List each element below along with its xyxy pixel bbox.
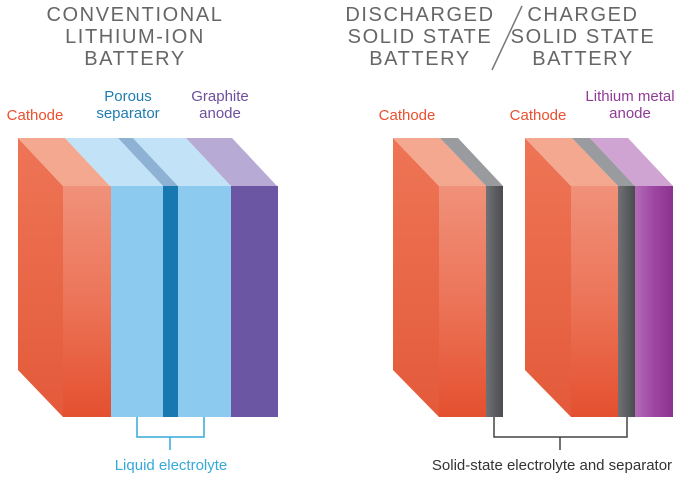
lithium-metal-top-face — [590, 138, 673, 186]
electrolyte-top-face — [65, 138, 163, 186]
liquid-electrolyte-layer — [111, 186, 163, 417]
discharged-cathode-top-face — [393, 138, 486, 186]
charged-cathode-top-face — [525, 138, 618, 186]
label-liquid-electrolyte: Liquid electrolyte — [114, 457, 228, 474]
cathode-top-face — [18, 138, 110, 186]
conventional-battery-block — [18, 138, 278, 417]
discharged-solid-electrolyte-layer — [486, 186, 503, 417]
label-solid-state-electrolyte: Solid-state electrolyte and separator — [431, 457, 673, 474]
label-lithium-metal-anode: Lithium metal anode — [585, 88, 675, 122]
heading-charged: CHARGED SOLID STATE BATTERY — [510, 4, 656, 70]
charged-electrolyte-top-face — [572, 138, 635, 186]
heading-conventional: CONVENTIONAL LITHIUM-ION BATTERY — [46, 4, 224, 70]
solid-electrolyte-bracket — [493, 417, 628, 438]
cathode-layer — [63, 186, 111, 417]
lithium-metal-anode-layer — [635, 186, 673, 417]
label-cathode-charged: Cathode — [509, 107, 567, 124]
discharged-cathode-layer — [439, 186, 486, 417]
charged-cathode-layer — [571, 186, 618, 417]
label-graphite-anode: Graphite anode — [191, 88, 249, 122]
liquid-electrolyte-layer-right — [178, 186, 231, 417]
heading-discharged: DISCHARGED SOLID STATE BATTERY — [345, 4, 495, 70]
charged-solid-electrolyte-layer — [618, 186, 635, 417]
discharged-battery-block — [393, 138, 503, 417]
separator-top-face — [118, 138, 178, 186]
porous-separator-layer — [163, 186, 178, 417]
graphite-top-face — [186, 138, 277, 186]
label-porous-separator: Porous separator — [96, 88, 160, 122]
discharged-cathode-side-face — [393, 138, 439, 417]
discharged-electrolyte-top-face — [440, 138, 503, 186]
label-cathode-discharged: Cathode — [378, 107, 436, 124]
cathode-side-face — [18, 138, 63, 417]
liquid-electrolyte-bracket — [136, 417, 205, 438]
label-cathode-conventional: Cathode — [6, 107, 64, 124]
charged-battery-block — [525, 138, 673, 417]
electrolyte-top-face-right — [133, 138, 231, 186]
graphite-anode-layer — [231, 186, 278, 417]
divider-slash — [491, 5, 523, 71]
charged-cathode-side-face — [525, 138, 571, 417]
